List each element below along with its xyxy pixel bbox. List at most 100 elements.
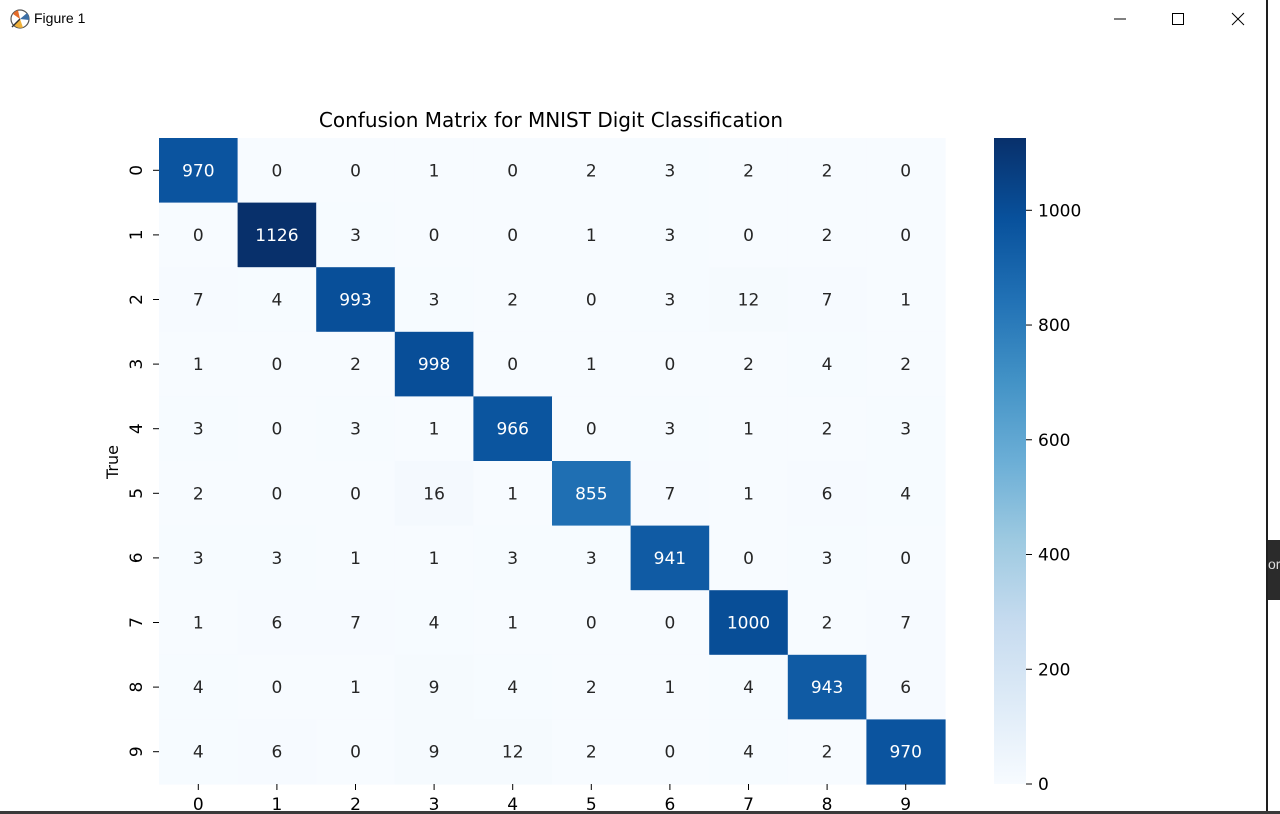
cell-value-label: 3 xyxy=(507,549,518,569)
cell-value-label: 1 xyxy=(664,678,675,698)
heatmap-cell xyxy=(316,138,396,204)
heatmap-cell xyxy=(316,654,396,720)
cell-value-label: 7 xyxy=(193,291,204,311)
heatmap-cell xyxy=(552,525,632,591)
heatmap-cell xyxy=(316,331,396,397)
heatmap-cell xyxy=(787,461,867,527)
cell-value-label: 0 xyxy=(350,484,361,504)
cell-value-label: 3 xyxy=(193,420,204,440)
cell-value-label: 0 xyxy=(350,161,361,181)
cell-value-label: 1 xyxy=(743,484,754,504)
cell-value-label: 6 xyxy=(271,743,282,763)
heatmap-cell xyxy=(787,719,867,785)
heatmap-cells xyxy=(159,138,946,785)
y-tick-label: 0 xyxy=(127,165,147,176)
heatmap-cell xyxy=(709,138,789,204)
colorbar-tick-label: 1000 xyxy=(1038,201,1081,221)
heatmap-cell xyxy=(709,461,789,527)
cell-value-label: 0 xyxy=(271,678,282,698)
heatmap-cell xyxy=(159,202,239,268)
cell-value-label: 3 xyxy=(822,549,833,569)
cell-value-label: 2 xyxy=(743,355,754,375)
heatmap-cell xyxy=(316,396,396,462)
heatmap-cell xyxy=(159,138,239,204)
heatmap-cell xyxy=(394,138,474,204)
cell-value-label: 0 xyxy=(193,226,204,246)
x-tick-label: 1 xyxy=(271,795,282,812)
x-tick-label: 5 xyxy=(586,795,597,812)
heatmap-cell xyxy=(473,654,553,720)
colorbar-tick-label: 800 xyxy=(1038,316,1070,336)
cell-value-label: 3 xyxy=(664,161,675,181)
y-tick-label: 2 xyxy=(127,294,147,305)
cell-value-label: 2 xyxy=(822,420,833,440)
heatmap-cell xyxy=(866,461,946,527)
cell-value-label: 0 xyxy=(664,743,675,763)
cell-value-label: 3 xyxy=(586,549,597,569)
heatmap-cell xyxy=(787,202,867,268)
cell-value-label: 1 xyxy=(350,678,361,698)
heatmap-cell xyxy=(630,461,710,527)
cell-value-label: 3 xyxy=(429,291,440,311)
maximize-button[interactable] xyxy=(1149,0,1207,38)
y-tick-label: 8 xyxy=(127,682,147,693)
cell-value-label: 3 xyxy=(350,226,361,246)
heatmap-cell xyxy=(630,590,710,656)
heatmap-cell xyxy=(709,331,789,397)
cell-value-label: 966 xyxy=(496,420,528,440)
cell-value-label: 1 xyxy=(586,226,597,246)
cell-value-label: 2 xyxy=(586,678,597,698)
cell-value-label: 3 xyxy=(350,420,361,440)
cell-value-label: 3 xyxy=(193,549,204,569)
cell-value-label: 1 xyxy=(429,161,440,181)
cell-value-label: 2 xyxy=(586,743,597,763)
window-title: Figure 1 xyxy=(34,10,86,26)
cell-value-label: 0 xyxy=(900,226,911,246)
heatmap-cell xyxy=(709,719,789,785)
cell-value-label: 3 xyxy=(664,226,675,246)
cell-value-label: 1 xyxy=(429,420,440,440)
background-window-strip xyxy=(1268,540,1280,600)
cell-value-label: 2 xyxy=(193,484,204,504)
minimize-button[interactable] xyxy=(1091,0,1149,38)
cell-value-label: 0 xyxy=(271,420,282,440)
cell-value-label: 4 xyxy=(743,678,754,698)
cell-value-label: 0 xyxy=(271,161,282,181)
cell-value-label: 12 xyxy=(738,291,760,311)
heatmap-cell xyxy=(866,590,946,656)
heatmap-cell xyxy=(394,396,474,462)
heatmap-cell xyxy=(473,331,553,397)
colorbar-tick-label: 0 xyxy=(1038,775,1049,795)
cell-value-label: 941 xyxy=(654,549,686,569)
cell-value-label: 3 xyxy=(900,420,911,440)
cell-value-label: 2 xyxy=(586,161,597,181)
heatmap-cell xyxy=(237,525,317,591)
heatmap-cell xyxy=(866,654,946,720)
heatmap-cell xyxy=(552,331,632,397)
heatmap-cell xyxy=(787,267,867,333)
cell-value-label: 943 xyxy=(811,678,843,698)
close-icon xyxy=(1231,12,1245,26)
cell-value-label: 4 xyxy=(271,291,282,311)
heatmap-cell xyxy=(473,461,553,527)
cell-value-label: 1 xyxy=(350,549,361,569)
cell-value-label: 970 xyxy=(182,161,214,181)
cell-value-label: 1 xyxy=(507,614,518,634)
heatmap-cell xyxy=(787,590,867,656)
cell-value-label: 998 xyxy=(418,355,450,375)
heatmap-cell xyxy=(787,654,867,720)
y-tick-label: 6 xyxy=(127,552,147,563)
heatmap-cell xyxy=(316,202,396,268)
y-tick-label: 7 xyxy=(127,617,147,628)
heatmap-cell xyxy=(159,525,239,591)
cell-value-label: 0 xyxy=(507,226,518,246)
maximize-icon xyxy=(1172,13,1184,25)
cell-value-label: 0 xyxy=(429,226,440,246)
cell-value-label: 6 xyxy=(822,484,833,504)
close-button[interactable] xyxy=(1209,0,1267,38)
cell-value-label: 1 xyxy=(507,484,518,504)
cell-value-label: 0 xyxy=(271,484,282,504)
background-window-text: or xyxy=(1268,556,1280,572)
heatmap-cell xyxy=(237,202,317,268)
cell-value-label: 4 xyxy=(743,743,754,763)
